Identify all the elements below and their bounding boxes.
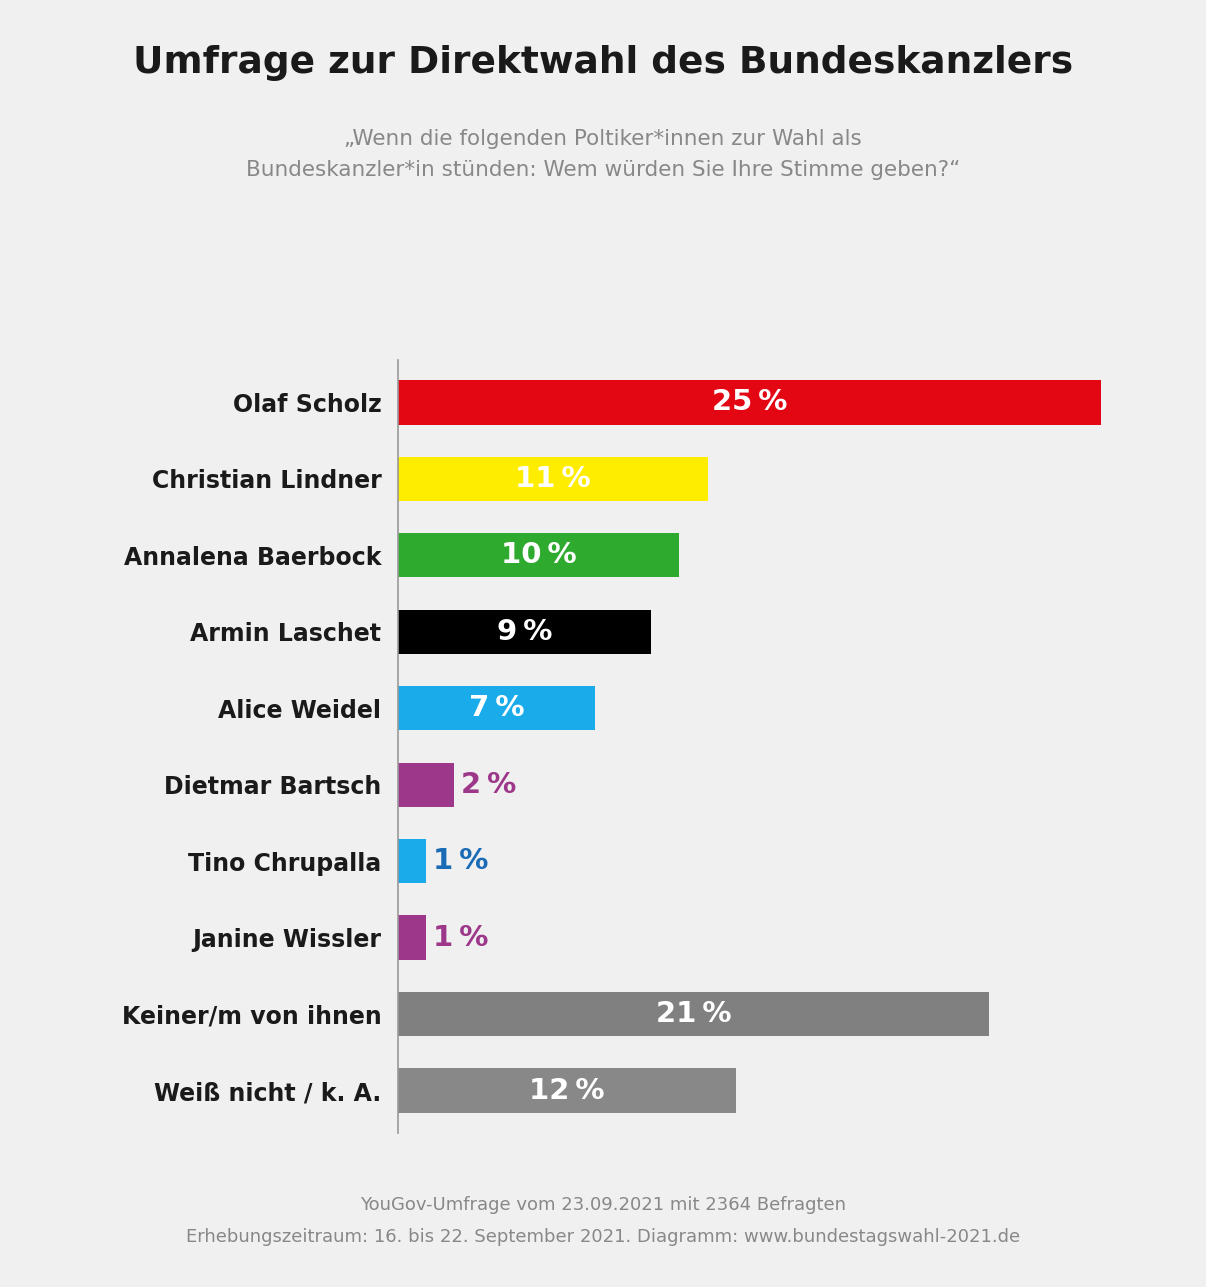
- Bar: [398, 839, 426, 883]
- Text: 10 %: 10 %: [500, 542, 576, 569]
- Bar: [398, 1068, 736, 1113]
- Text: Erhebungszeitraum: 16. bis 22. September 2021. Diagramm: www.bundestagswahl-2021: Erhebungszeitraum: 16. bis 22. September…: [186, 1228, 1020, 1246]
- Text: 7 %: 7 %: [469, 694, 525, 722]
- Bar: [398, 762, 455, 807]
- Text: Umfrage zur Direktwahl des Bundeskanzlers: Umfrage zur Direktwahl des Bundeskanzler…: [133, 45, 1073, 81]
- Bar: [398, 533, 679, 578]
- Text: 9 %: 9 %: [497, 618, 552, 646]
- Text: 25 %: 25 %: [712, 389, 788, 417]
- Text: YouGov-Umfrage vom 23.09.2021 mit 2364 Befragten: YouGov-Umfrage vom 23.09.2021 mit 2364 B…: [361, 1196, 845, 1214]
- Bar: [398, 380, 1101, 425]
- Text: 1 %: 1 %: [433, 847, 488, 875]
- Text: 1 %: 1 %: [433, 924, 488, 951]
- Text: 2 %: 2 %: [461, 771, 516, 799]
- Text: „Wenn die folgenden Poltiker*innen zur Wahl als
Bundeskanzler*in stünden: Wem wü: „Wenn die folgenden Poltiker*innen zur W…: [246, 129, 960, 180]
- Text: 21 %: 21 %: [656, 1000, 731, 1028]
- Bar: [398, 915, 426, 960]
- Bar: [398, 610, 651, 654]
- Bar: [398, 686, 595, 731]
- Text: 12 %: 12 %: [529, 1076, 604, 1104]
- Text: 11 %: 11 %: [515, 465, 591, 493]
- Bar: [398, 457, 708, 501]
- Bar: [398, 992, 989, 1036]
